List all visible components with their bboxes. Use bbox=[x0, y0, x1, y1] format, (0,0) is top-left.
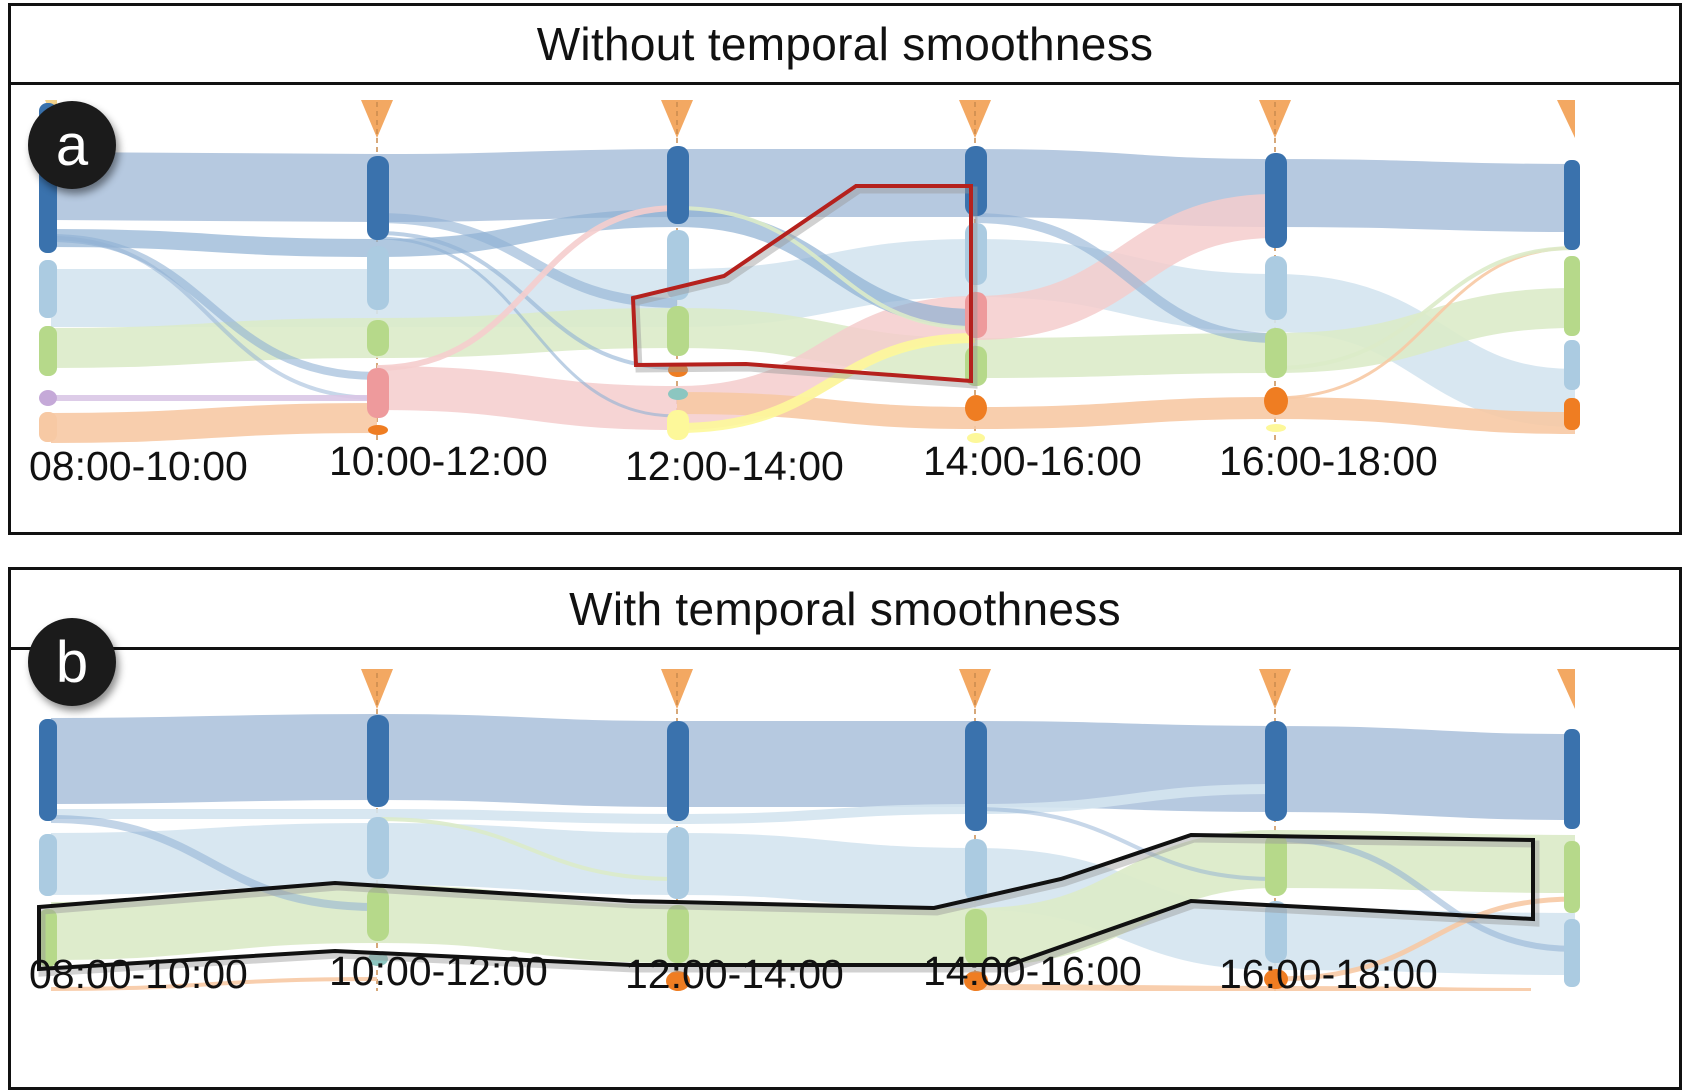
panel-a-flow-diagram bbox=[39, 100, 1580, 443]
node-light-blue bbox=[965, 839, 987, 901]
flow-bands bbox=[50, 149, 1576, 443]
time-label: 12:00-14:00 bbox=[625, 443, 844, 489]
node-light-blue bbox=[667, 827, 689, 899]
node-purple bbox=[39, 390, 57, 406]
time-marker-icon bbox=[661, 100, 693, 138]
node-light-blue bbox=[367, 817, 389, 879]
time-marker-icon bbox=[959, 100, 991, 138]
node-dark-blue bbox=[1564, 729, 1580, 829]
node-light-blue bbox=[39, 260, 57, 318]
node-light-blue bbox=[1564, 340, 1580, 390]
panel-b-badge: b bbox=[28, 618, 116, 706]
node-orange bbox=[1264, 387, 1288, 415]
time-label: 10:00-12:00 bbox=[329, 948, 548, 994]
node-teal bbox=[368, 952, 388, 966]
highlight-region-a bbox=[630, 184, 978, 389]
time-label: 16:00-18:00 bbox=[1219, 438, 1438, 484]
node-orange bbox=[1264, 969, 1288, 989]
node-dark-blue bbox=[1265, 721, 1287, 821]
time-label: 14:00-16:00 bbox=[923, 438, 1142, 484]
node-green bbox=[667, 306, 689, 356]
time-marker-icon bbox=[1259, 669, 1291, 709]
node-green bbox=[39, 909, 57, 967]
node-orange bbox=[368, 425, 388, 435]
node-dark-blue bbox=[367, 156, 389, 240]
node-green bbox=[1265, 834, 1287, 896]
node-yellow bbox=[967, 433, 985, 443]
node-light-blue bbox=[39, 834, 57, 896]
panel-b: With temporal smoothness bbox=[8, 567, 1682, 1090]
time-marker-icon bbox=[661, 669, 693, 709]
time-label: 14:00-16:00 bbox=[923, 948, 1142, 994]
node-dark-blue bbox=[367, 715, 389, 807]
node-light-blue bbox=[1265, 901, 1287, 963]
time-label: 16:00-18:00 bbox=[1219, 951, 1438, 997]
flow-nodes bbox=[39, 715, 1580, 991]
panel-b-flow-diagram bbox=[37, 669, 1580, 991]
panel-b-title: With temporal smoothness bbox=[11, 570, 1679, 650]
node-green bbox=[667, 905, 689, 963]
flow-nodes bbox=[39, 103, 1580, 443]
node-dark-blue bbox=[39, 719, 57, 821]
node-yellow bbox=[667, 410, 689, 440]
node-green bbox=[1564, 256, 1580, 336]
node-green bbox=[1564, 841, 1580, 913]
node-orange bbox=[1564, 398, 1580, 430]
time-label: 08:00-10:00 bbox=[29, 951, 248, 997]
node-light-blue bbox=[1265, 256, 1287, 320]
flow-bands bbox=[50, 713, 1576, 991]
time-label: 12:00-14:00 bbox=[625, 951, 844, 997]
time-marker-icon bbox=[1259, 100, 1291, 138]
node-green bbox=[965, 909, 987, 965]
time-label: 08:00-10:00 bbox=[29, 443, 248, 489]
node-teal bbox=[668, 388, 688, 400]
node-dark-blue bbox=[667, 146, 689, 224]
time-marker-icon bbox=[361, 669, 393, 709]
node-light-blue bbox=[1564, 919, 1580, 987]
time-marker-icon bbox=[1557, 100, 1575, 138]
highlight-region-b bbox=[37, 832, 1540, 977]
node-orange bbox=[39, 412, 57, 442]
node-green bbox=[1265, 328, 1287, 378]
node-orange bbox=[666, 971, 690, 991]
node-light-blue bbox=[367, 246, 389, 310]
time-label: 10:00-12:00 bbox=[329, 438, 548, 484]
node-green bbox=[367, 320, 389, 356]
node-dark-blue bbox=[1564, 160, 1580, 250]
node-orange bbox=[965, 395, 987, 421]
panel-a-title: Without temporal smoothness bbox=[11, 6, 1679, 85]
node-dark-blue bbox=[965, 721, 987, 831]
panel-a-badge: a bbox=[28, 101, 116, 189]
time-marker-icon bbox=[1557, 669, 1575, 709]
node-dark-blue bbox=[1265, 153, 1287, 248]
node-green bbox=[367, 887, 389, 941]
node-yellow bbox=[1266, 424, 1286, 432]
node-light-blue bbox=[667, 230, 689, 300]
node-red bbox=[367, 368, 389, 418]
node-dark-blue bbox=[667, 721, 689, 821]
node-orange bbox=[964, 971, 988, 991]
node-green bbox=[39, 326, 57, 376]
time-marker-icon bbox=[959, 669, 991, 709]
time-marker-icon bbox=[361, 100, 393, 138]
panel-a: Without temporal smoothness bbox=[8, 3, 1682, 535]
